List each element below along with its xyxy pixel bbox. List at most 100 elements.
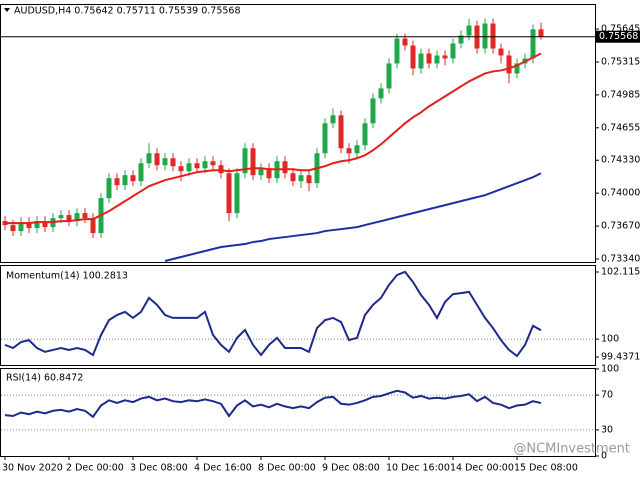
candle-body <box>234 173 240 214</box>
y-tick-label: 30 <box>601 424 613 435</box>
candle-body <box>146 153 152 164</box>
candle-body <box>482 23 488 49</box>
y-tick-label: 0.73670 <box>601 221 640 232</box>
price-panel-frame <box>0 4 596 263</box>
candle-body <box>466 25 472 36</box>
y-tick-label: 99.4371 <box>601 352 640 363</box>
candle-body <box>130 175 136 182</box>
candle-body <box>354 145 360 154</box>
candle-body <box>378 88 384 99</box>
y-tick-label: 0.74330 <box>601 155 640 166</box>
candle-body <box>82 213 88 219</box>
candle-body <box>58 215 64 219</box>
candle-body <box>34 221 40 229</box>
y-tick-label: 100 <box>601 364 619 375</box>
candle-body <box>426 53 432 64</box>
indicator-line <box>4 389 542 419</box>
x-tick-label: 8 Dec 00:00 <box>258 463 316 474</box>
candle-body <box>242 148 248 174</box>
candle-body <box>90 218 96 234</box>
candle-body <box>418 53 424 69</box>
candle-body <box>170 158 176 167</box>
candle-body <box>442 55 448 59</box>
y-tick-label: 0.74655 <box>601 122 640 133</box>
y-tick-label: 70 <box>601 390 613 401</box>
candle-body <box>258 168 264 176</box>
x-tick-label: 4 Dec 16:00 <box>194 463 252 474</box>
y-tick-label: 100 <box>601 334 619 345</box>
x-tick-label: 10 Dec 16:00 <box>386 463 450 474</box>
candle-body <box>122 175 128 186</box>
y-tick-label: 0 <box>601 451 607 462</box>
candle-body <box>362 123 368 146</box>
candle-body <box>458 35 464 44</box>
last-price-box <box>596 30 640 43</box>
candle-body <box>434 55 440 64</box>
candle-body <box>490 23 496 49</box>
watermark: @NCMInvestment <box>513 442 630 457</box>
candle-body <box>386 63 392 89</box>
candle-body <box>282 161 288 174</box>
momentum-panel-frame <box>0 265 596 366</box>
candle-body <box>322 123 328 154</box>
candle-body <box>162 158 168 166</box>
candle-body <box>186 163 192 172</box>
y-tick-label: 102.1155 <box>601 267 640 278</box>
y-tick-label: 0.73340 <box>601 254 640 265</box>
candle-body <box>506 55 512 74</box>
candle-body <box>370 98 376 124</box>
y-tick-label: 0.74000 <box>601 188 640 199</box>
candle-body <box>10 225 16 232</box>
x-tick-label: 15 Dec 08:00 <box>514 463 578 474</box>
candle-body <box>74 213 80 222</box>
candle-body <box>402 38 408 46</box>
candle-body <box>138 163 144 182</box>
rsi-title: RSI(14) 60.8472 <box>6 373 83 384</box>
candle-body <box>338 115 344 149</box>
candle-body <box>394 38 400 64</box>
candle-body <box>450 43 456 59</box>
title-icon <box>4 8 10 12</box>
candle-body <box>202 161 208 169</box>
candle-body <box>306 175 312 184</box>
candle-body <box>18 222 24 232</box>
moving-average <box>164 172 542 262</box>
candle-body <box>514 63 520 74</box>
x-tick-label: 2 Dec 00:00 <box>66 463 124 474</box>
candle-body <box>66 215 72 222</box>
chart-title: AUDUSD,H4 0.75642 0.75711 0.75539 0.7556… <box>14 6 241 17</box>
candle-body <box>330 115 336 124</box>
rsi-panel-frame <box>0 368 596 457</box>
x-tick-label: 3 Dec 08:00 <box>130 463 188 474</box>
candle-body <box>290 173 296 182</box>
candle-body <box>106 178 112 199</box>
candle-body <box>114 178 120 186</box>
momentum-title: Momentum(14) 100.2813 <box>6 271 128 282</box>
candle-body <box>538 29 544 37</box>
candle-body <box>266 168 272 179</box>
candle-body <box>250 148 256 176</box>
candle-body <box>498 48 504 56</box>
moving-average <box>5 52 542 225</box>
candle-body <box>194 163 200 169</box>
candle-body <box>210 161 216 166</box>
candle-body <box>226 173 232 214</box>
x-tick-label: 30 Nov 2020 <box>2 463 63 474</box>
candle-body <box>530 29 536 59</box>
last-price-label: 0.75568 <box>599 31 638 42</box>
indicator-line <box>4 270 542 358</box>
x-tick-label: 14 Dec 00:00 <box>450 463 514 474</box>
candle-body <box>42 221 48 228</box>
candle-body <box>298 175 304 182</box>
candle-body <box>346 148 352 154</box>
y-tick-label: 0.75645 <box>601 24 640 35</box>
y-tick-label: 0.74985 <box>601 89 640 100</box>
candle-body <box>154 153 160 166</box>
y-tick-label: 0.75315 <box>601 56 640 67</box>
candle-body <box>26 222 32 229</box>
candle-body <box>178 166 184 172</box>
x-tick-label: 9 Dec 08:00 <box>322 463 380 474</box>
